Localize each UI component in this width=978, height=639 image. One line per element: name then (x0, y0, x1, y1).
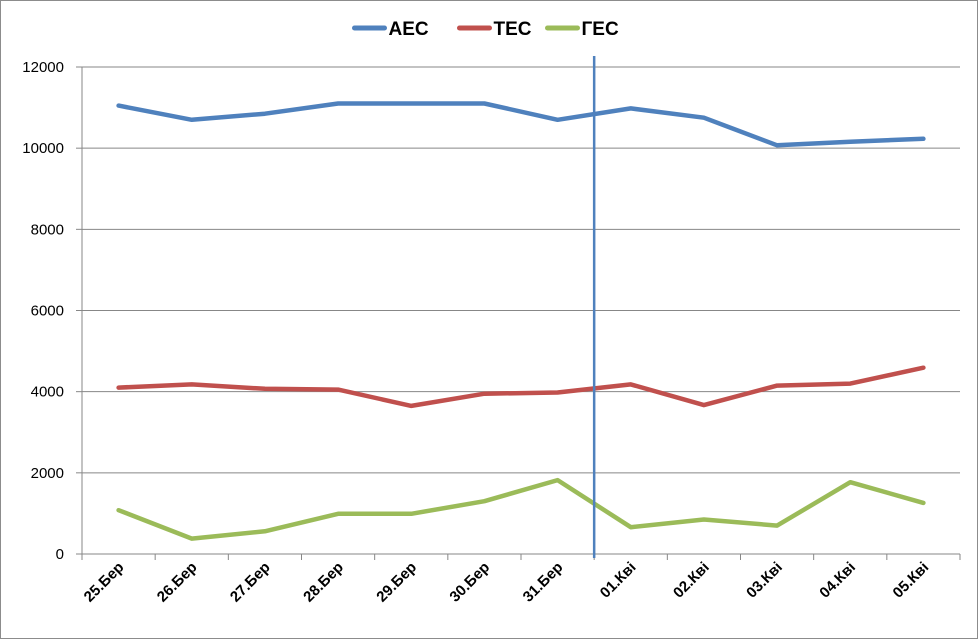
x-tick-label-03.Кві: 03.Кві (743, 559, 786, 602)
y-tick-label-6000: 6000 (31, 303, 64, 320)
x-tick-label-26.Бер: 26.Бер (154, 559, 201, 606)
series-line-АЕС (116, 101, 926, 148)
x-tick-label-05.Кві: 05.Кві (890, 559, 933, 602)
series-lines (116, 101, 926, 541)
y-tick-label-10000: 10000 (22, 140, 64, 157)
y-tick-label-12000: 12000 (22, 59, 64, 76)
x-tick-label-02.Кві: 02.Кві (670, 559, 713, 602)
x-tick-label-28.Бер: 28.Бер (300, 559, 347, 606)
axes (76, 66, 961, 560)
gridlines (82, 66, 960, 474)
legend-label-АЕС: АЕС (389, 19, 429, 40)
x-tick-label-30.Бер: 30.Бер (446, 559, 493, 606)
x-tick-label-04.Кві: 04.Кві (816, 559, 859, 602)
x-tick-label-25.Бер: 25.Бер (81, 559, 128, 606)
x-tick-labels: 25.Бер 26.Бер 27.Бер 28.Бер 29.Бер 30.Бер 31.Б… (81, 559, 933, 606)
legend: АЕС ТЕС ГЕС (352, 19, 619, 40)
y-tick-label-2000: 2000 (31, 465, 64, 482)
y-tick-labels: 0 2000 4000 6000 8000 10000 12000 (22, 59, 64, 563)
y-tick-label-8000: 8000 (31, 221, 64, 238)
x-tick-label-29.Бер: 29.Бер (373, 559, 420, 606)
x-tick-label-31.Бер: 31.Бер (520, 559, 567, 606)
y-tick-label-4000: 4000 (31, 384, 64, 401)
series-line-ГЕС (116, 477, 926, 541)
series-line-ТЕС (116, 365, 926, 409)
y-tick-label-0: 0 (56, 546, 64, 563)
x-tick-label-01.Кві: 01.Кві (597, 559, 640, 602)
x-tick-label-27.Бер: 27.Бер (227, 559, 274, 606)
legend-label-ТЕС: ТЕС (494, 19, 532, 40)
legend-label-ГЕС: ГЕС (582, 19, 619, 40)
